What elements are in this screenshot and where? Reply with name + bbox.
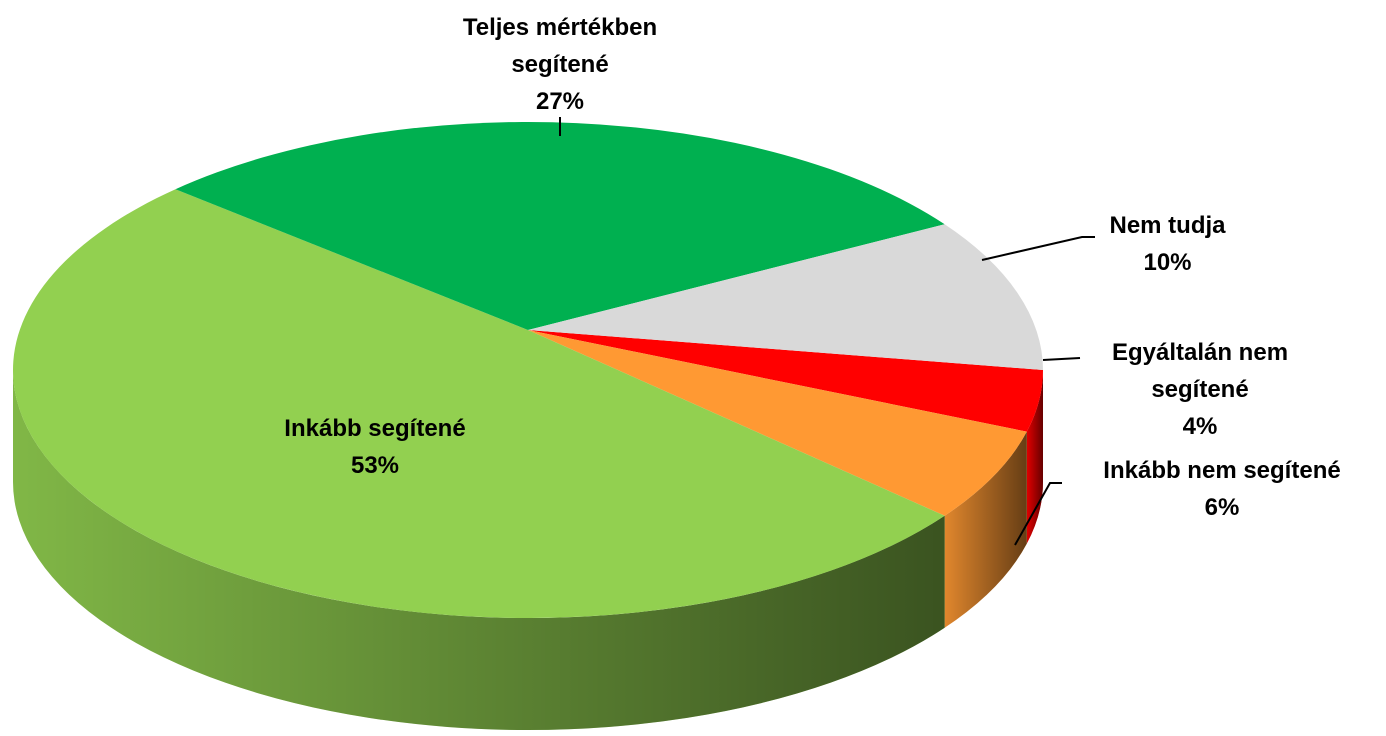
slice <box>528 330 1043 432</box>
data-label: Teljes mértékben segítené 27% <box>425 9 695 120</box>
value-label: 4% <box>1182 413 1218 440</box>
slice <box>13 189 945 618</box>
category-label: Inkább segítené <box>284 415 466 442</box>
category-label: Nem tudja <box>1109 212 1226 239</box>
data-label: Nem tudja 10% <box>1060 207 1275 281</box>
value-label: 10% <box>1143 249 1192 276</box>
value-label: 6% <box>1204 494 1240 521</box>
value-label: 27% <box>535 88 585 115</box>
slice <box>528 330 1027 516</box>
side-shade <box>1026 370 1043 544</box>
side-shade <box>13 370 945 731</box>
leader-line <box>1014 482 1062 546</box>
slice <box>175 122 945 330</box>
data-label: Inkább segítené 53% <box>225 410 525 484</box>
data-label: Egyáltalán nem segítené 4% <box>1070 334 1330 445</box>
value-label: 53% <box>350 452 400 479</box>
side-shade <box>944 431 1027 628</box>
leader-line <box>981 236 1095 261</box>
data-label: Inkább nem segítené 6% <box>1052 452 1386 526</box>
leader-line <box>1042 357 1081 361</box>
category-label: Inkább nem segítené <box>1103 457 1341 484</box>
slice <box>528 224 1043 370</box>
category-label: Teljes mértékben segítené <box>462 14 658 78</box>
category-label: Egyáltalán nem segítené <box>1111 339 1289 403</box>
